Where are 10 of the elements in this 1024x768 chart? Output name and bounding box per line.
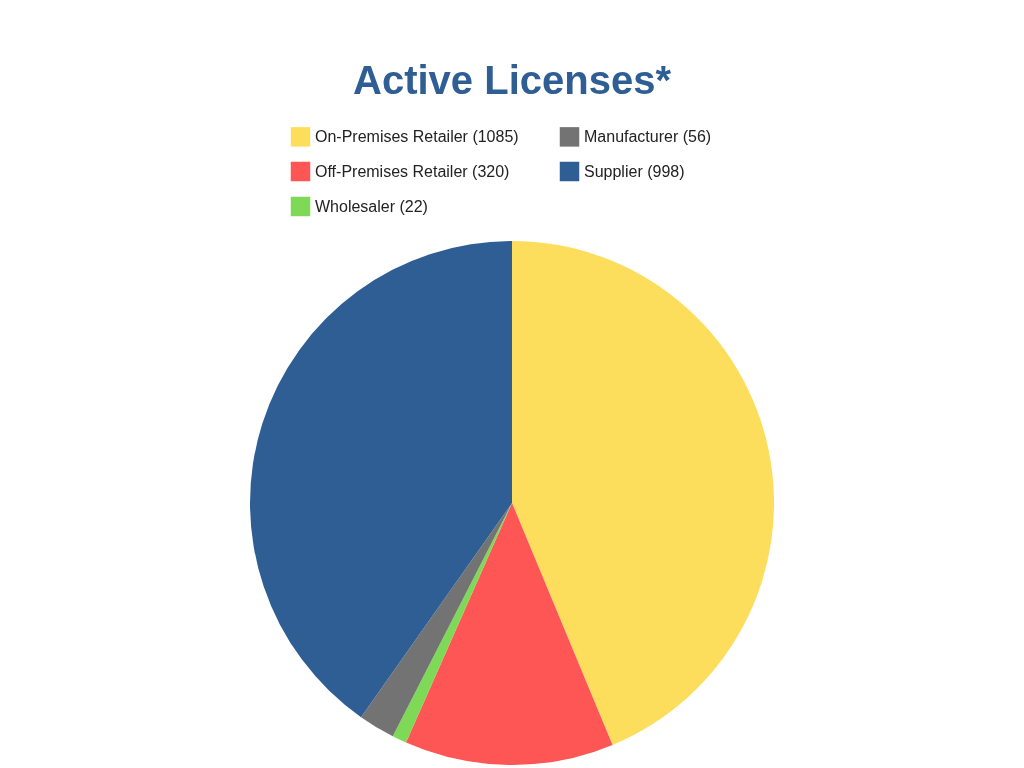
- pie-slice: [250, 241, 512, 718]
- legend-label: Supplier (998): [584, 162, 685, 180]
- pie-slice: [512, 241, 774, 745]
- legend-label: Wholesaler (22): [315, 197, 428, 215]
- legend-label: On-Premises Retailer (1085): [315, 127, 519, 145]
- legend-label: Manufacturer (56): [584, 127, 712, 145]
- pie-slice: [405, 503, 613, 765]
- legend-label: Off-Premises Retailer (320): [315, 162, 510, 180]
- chart-title: Active Licenses*: [353, 58, 672, 102]
- pie-slice: [361, 503, 512, 737]
